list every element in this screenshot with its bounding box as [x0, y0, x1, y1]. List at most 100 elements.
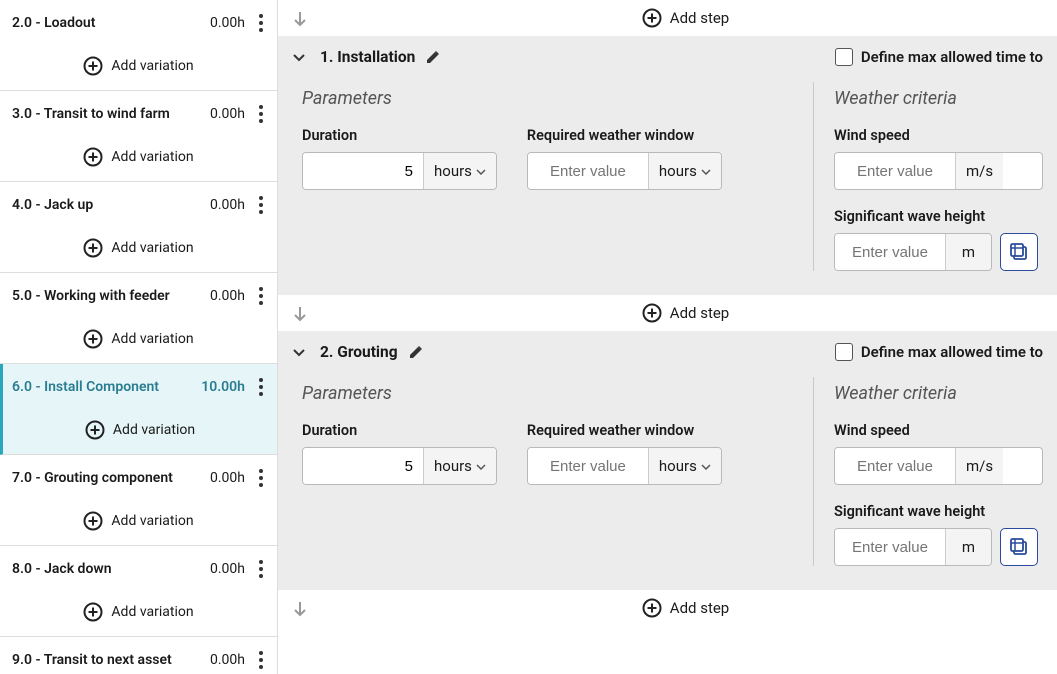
wave-height-unit: m	[945, 234, 991, 270]
weather-window-unit-select[interactable]: hours	[648, 448, 721, 484]
weather-column: Weather criteria Wind speed m/s Signific…	[813, 377, 1043, 566]
task-row[interactable]: 7.0 - Grouting component 0.00h Add varia…	[0, 455, 277, 546]
add-step-label: Add step	[670, 304, 729, 322]
pencil-icon[interactable]	[425, 49, 443, 65]
task-row[interactable]: 6.0 - Install Component 10.00h Add varia…	[0, 364, 277, 455]
add-variation-label: Add variation	[111, 331, 193, 347]
scatter-table-button[interactable]	[1000, 528, 1038, 566]
define-max-input[interactable]	[835, 48, 853, 66]
weather-window-input[interactable]	[528, 153, 648, 189]
duration-label: Duration	[302, 127, 497, 144]
chevron-down-icon[interactable]	[292, 346, 310, 358]
plus-circle-icon	[85, 420, 105, 440]
wind-speed-label: Wind speed	[834, 127, 1043, 144]
wave-height-unit: m	[945, 529, 991, 565]
wave-height-label: Significant wave height	[834, 208, 1043, 225]
wind-speed-unit: m/s	[955, 153, 1003, 189]
duration-label: Duration	[302, 422, 497, 439]
main-panel: Add step 1. Installation Define max allo…	[278, 0, 1057, 674]
plus-circle-icon	[83, 238, 103, 258]
arrow-down-icon	[292, 305, 314, 322]
kebab-icon[interactable]	[251, 284, 271, 308]
weather-column: Weather criteria Wind speed m/s Signific…	[813, 82, 1043, 271]
define-max-label: Define max allowed time to	[861, 343, 1043, 361]
add-variation-label: Add variation	[111, 58, 193, 74]
arrow-down-icon	[292, 600, 314, 617]
task-row[interactable]: 2.0 - Loadout 0.00h Add variation	[0, 0, 277, 91]
define-max-checkbox[interactable]: Define max allowed time to	[835, 343, 1043, 361]
arrow-down-icon	[292, 10, 314, 27]
define-max-input[interactable]	[835, 343, 853, 361]
wave-height-input[interactable]	[835, 234, 945, 270]
step-title: 2. Grouting	[320, 343, 398, 361]
add-step-label: Add step	[670, 599, 729, 617]
task-title: 2.0 - Loadout	[12, 15, 210, 31]
weather-window-unit-select[interactable]: hours	[648, 153, 721, 189]
add-step-button[interactable]: Add step	[642, 598, 729, 618]
parameters-heading: Parameters	[302, 383, 783, 404]
duration-field: Duration hours	[302, 127, 497, 190]
wave-height-field: Significant wave height m	[834, 208, 1043, 271]
task-hours: 0.00h	[210, 470, 245, 486]
plus-circle-icon	[83, 56, 103, 76]
task-title: 4.0 - Jack up	[12, 197, 210, 213]
step-title: 1. Installation	[320, 48, 415, 66]
task-row[interactable]: 4.0 - Jack up 0.00h Add variation	[0, 182, 277, 273]
wind-speed-label: Wind speed	[834, 422, 1043, 439]
step-header[interactable]: 1. Installation Define max allowed time …	[278, 36, 1057, 78]
weather-heading: Weather criteria	[834, 383, 1043, 404]
wave-height-field: Significant wave height m	[834, 503, 1043, 566]
task-row[interactable]: 9.0 - Transit to next asset 0.00h Add va…	[0, 637, 277, 674]
add-variation-button[interactable]: Add variation	[0, 228, 277, 272]
task-hours: 0.00h	[210, 15, 245, 31]
task-title: 8.0 - Jack down	[12, 561, 210, 577]
add-variation-button[interactable]: Add variation	[0, 137, 277, 181]
kebab-icon[interactable]	[251, 466, 271, 490]
task-hours: 0.00h	[210, 197, 245, 213]
add-variation-button[interactable]: Add variation	[3, 410, 277, 454]
task-hours: 0.00h	[210, 288, 245, 304]
weather-window-input[interactable]	[528, 448, 648, 484]
add-step-label: Add step	[670, 9, 729, 27]
duration-field: Duration hours	[302, 422, 497, 485]
add-variation-button[interactable]: Add variation	[0, 501, 277, 545]
task-title: 7.0 - Grouting component	[12, 470, 210, 486]
add-variation-label: Add variation	[111, 240, 193, 256]
wave-height-label: Significant wave height	[834, 503, 1043, 520]
add-variation-button[interactable]: Add variation	[0, 592, 277, 636]
weather-window-field: Required weather window hours	[527, 127, 722, 190]
kebab-icon[interactable]	[251, 193, 271, 217]
kebab-icon[interactable]	[251, 11, 271, 35]
define-max-checkbox[interactable]: Define max allowed time to	[835, 48, 1043, 66]
task-row[interactable]: 5.0 - Working with feeder 0.00h Add vari…	[0, 273, 277, 364]
duration-input[interactable]	[303, 448, 423, 484]
kebab-icon[interactable]	[251, 557, 271, 581]
wave-height-input[interactable]	[835, 529, 945, 565]
add-step-button[interactable]: Add step	[642, 8, 729, 28]
kebab-icon[interactable]	[251, 375, 271, 399]
kebab-icon[interactable]	[251, 102, 271, 126]
add-variation-button[interactable]: Add variation	[0, 319, 277, 363]
task-row[interactable]: 8.0 - Jack down 0.00h Add variation	[0, 546, 277, 637]
wind-speed-input[interactable]	[835, 448, 955, 484]
task-row[interactable]: 3.0 - Transit to wind farm 0.00h Add var…	[0, 91, 277, 182]
pencil-icon[interactable]	[408, 344, 426, 360]
duration-input[interactable]	[303, 153, 423, 189]
chevron-down-icon[interactable]	[292, 51, 310, 63]
step-header[interactable]: 2. Grouting Define max allowed time to	[278, 331, 1057, 373]
insert-row: Add step	[278, 590, 1057, 626]
duration-unit-select[interactable]: hours	[423, 153, 496, 189]
add-variation-label: Add variation	[113, 422, 195, 438]
scatter-table-button[interactable]	[1000, 233, 1038, 271]
add-variation-button[interactable]: Add variation	[0, 46, 277, 90]
wind-speed-input[interactable]	[835, 153, 955, 189]
weather-window-field: Required weather window hours	[527, 422, 722, 485]
plus-circle-icon	[642, 598, 662, 618]
add-step-button[interactable]: Add step	[642, 303, 729, 323]
weather-window-label: Required weather window	[527, 422, 722, 439]
wind-speed-field: Wind speed m/s	[834, 127, 1043, 190]
duration-unit-select[interactable]: hours	[423, 448, 496, 484]
kebab-icon[interactable]	[251, 648, 271, 672]
task-hours: 0.00h	[210, 652, 245, 668]
task-title: 6.0 - Install Component	[12, 379, 201, 395]
